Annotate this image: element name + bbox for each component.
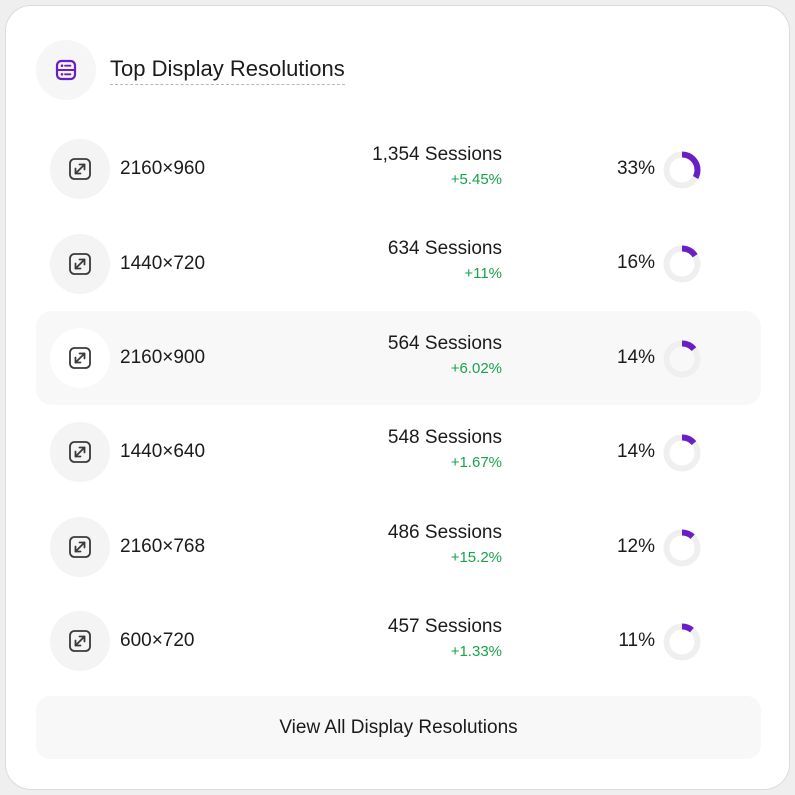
sessions-block: 634 Sessions +11% (388, 237, 502, 284)
sessions-block: 548 Sessions +1.67% (388, 426, 502, 473)
resolution-icon-badge (50, 327, 110, 388)
sessions-count: 548 Sessions (387, 427, 502, 449)
sessions-change: +1.33% (450, 642, 502, 660)
resolution-label: 2160×768 (120, 535, 206, 557)
share-donut-chart (663, 529, 701, 567)
share-percent: 16% (616, 252, 655, 274)
sessions-count: 486 Sessions (387, 521, 502, 543)
expand-arrows-icon (69, 158, 91, 181)
view-all-button[interactable]: View All Display Resolutions (36, 696, 761, 759)
resolution-icon-badge (50, 422, 110, 483)
resolution-label: 2160×960 (120, 158, 206, 180)
sessions-count: 1,354 Sessions (372, 144, 502, 165)
share-percent: 12% (616, 535, 655, 557)
sessions-count: 564 Sessions (387, 332, 502, 354)
resolution-icon-badge (50, 233, 110, 294)
share-donut-chart (663, 623, 701, 661)
expand-arrows-icon (69, 535, 91, 558)
resolution-icon-badge (50, 611, 110, 672)
resolutions-list: 2160×960 1,354 Sessions +5.45% 33% 1440×… (36, 122, 761, 688)
sessions-block: 1,354 Sessions +5.45% (372, 143, 502, 190)
list-item[interactable]: 1440×640 548 Sessions +1.67% 14% (36, 405, 761, 499)
share-donut-chart (663, 434, 701, 472)
sessions-block: 457 Sessions +1.33% (388, 615, 502, 662)
share-percent: 11% (618, 629, 655, 651)
share-percent: 33% (616, 158, 655, 179)
server-stack-icon (55, 59, 77, 81)
share-percent: 14% (616, 441, 655, 463)
sessions-change: +6.02% (450, 359, 502, 377)
list-item[interactable]: 2160×900 564 Sessions +6.02% 14% (36, 310, 761, 406)
resolution-icon-badge (50, 516, 110, 577)
resolution-icon-badge (50, 139, 110, 200)
top-display-resolutions-card: Top Display Resolutions 2160×960 1,354 S… (5, 5, 790, 790)
list-item[interactable]: 2160×960 1,354 Sessions +5.45% 33% (36, 122, 761, 216)
list-item[interactable]: 1440×720 634 Sessions +11% 16% (36, 216, 761, 310)
sessions-change: +1.67% (450, 454, 502, 472)
sessions-change: +5.45% (450, 171, 502, 188)
share-donut-chart (663, 340, 701, 378)
list-item[interactable]: 600×720 457 Sessions +1.33% 11% (36, 594, 761, 688)
expand-arrows-icon (69, 252, 91, 275)
resolution-label: 2160×900 (120, 346, 206, 368)
card-title[interactable]: Top Display Resolutions (110, 55, 345, 85)
sessions-count: 634 Sessions (387, 238, 502, 260)
expand-arrows-icon (69, 630, 91, 653)
share-percent: 14% (616, 346, 655, 368)
share-donut-chart (663, 245, 701, 283)
sessions-change: +15.2% (450, 548, 502, 566)
expand-arrows-icon (69, 441, 91, 464)
resolution-label: 1440×720 (120, 252, 206, 274)
expand-arrows-icon (69, 347, 91, 369)
resolution-label: 600×720 (120, 630, 195, 652)
sessions-count: 457 Sessions (387, 615, 502, 637)
card-header: Top Display Resolutions (36, 38, 345, 102)
sessions-block: 486 Sessions +15.2% (388, 521, 502, 568)
list-item[interactable]: 2160×768 486 Sessions +15.2% 12% (36, 500, 761, 594)
resolution-label: 1440×640 (120, 441, 206, 463)
sessions-block: 564 Sessions +6.02% (388, 332, 502, 379)
share-donut-chart (663, 151, 701, 189)
header-icon-badge (36, 40, 96, 100)
sessions-change: +11% (464, 265, 502, 283)
